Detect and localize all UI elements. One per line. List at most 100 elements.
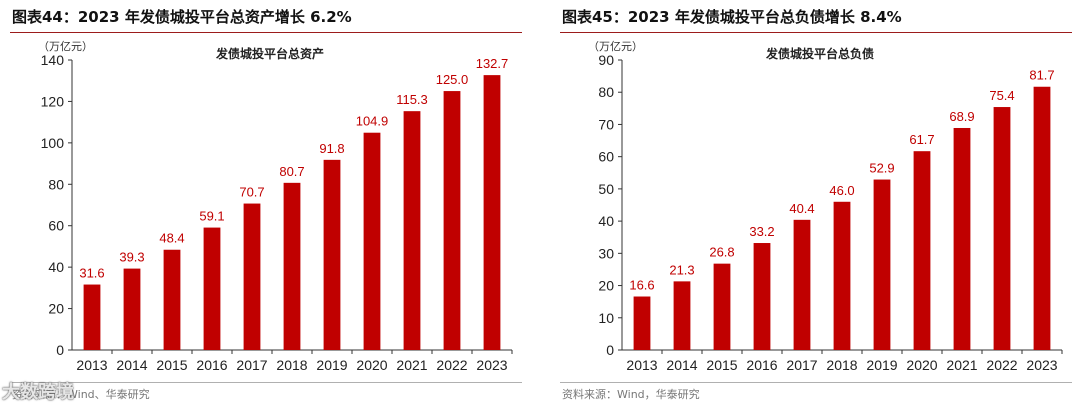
watermark: 大数跨境 [2,382,74,403]
bar-2015 [163,249,181,350]
x-tick-label: 2023 [1026,357,1057,373]
y-tick-label: 90 [598,52,614,68]
data-label-2021: 68.9 [949,109,974,124]
data-label-2022: 125.0 [436,72,469,87]
bar-2023 [1033,86,1051,350]
bar-2020 [363,132,381,350]
figure-title: 图表44：2023 年发债城投平台总资产增长 6.2% [12,8,352,26]
data-label-2013: 16.6 [629,278,654,293]
bar-2018 [283,182,301,350]
x-tick-label: 2014 [666,357,697,373]
x-tick-label: 2013 [626,357,657,373]
y-tick-label: 20 [48,301,64,317]
bar-2017 [243,203,261,350]
data-label-2018: 80.7 [279,164,304,179]
figure-title: 图表45：2023 年发债城投平台总负债增长 8.4% [562,8,902,26]
source-note: 资料来源：Wind，华泰研究 [562,388,700,401]
x-tick-label: 2014 [116,357,147,373]
x-tick-label: 2015 [706,357,737,373]
data-label-2023: 81.7 [1029,68,1054,83]
bar-2015 [713,263,731,350]
y-tick-label: 30 [598,245,614,261]
y-axis-unit: （万亿元） [588,40,643,53]
data-label-2015: 26.8 [709,245,734,260]
x-tick-label: 2019 [866,357,897,373]
data-label-2023: 132.7 [476,56,509,71]
data-label-2020: 104.9 [356,114,389,129]
title-divider [560,32,1072,33]
y-axis-unit: （万亿元） [38,40,93,53]
chart-panel-total-assets: 图表44：2023 年发债城投平台总资产增长 6.2% （万亿元） 发债城投平台… [0,0,530,410]
y-tick-label: 10 [598,310,614,326]
data-label-2017: 70.7 [239,185,264,200]
y-tick-label: 80 [598,84,614,100]
y-tick-label: 60 [48,218,64,234]
x-tick-label: 2017 [236,357,267,373]
bar-2020 [913,151,931,350]
x-tick-label: 2021 [946,357,977,373]
data-label-2021: 115.3 [396,92,428,107]
x-tick-label: 2016 [746,357,777,373]
bar-2013 [83,284,101,350]
x-tick-label: 2019 [316,357,347,373]
bar-2022 [443,91,461,351]
source-note: 资料来源：Wind、华泰研究 [12,388,150,401]
bar-2018 [833,201,851,350]
data-label-2015: 48.4 [159,231,184,246]
bar-2021 [953,127,971,350]
data-label-2022: 75.4 [989,88,1014,103]
y-tick-label: 0 [56,342,64,358]
y-tick-label: 80 [48,176,64,192]
chart-series-title: 发债城投平台总资产 [215,46,324,61]
bar-2019 [873,179,891,350]
x-tick-label: 2015 [156,357,187,373]
y-tick-label: 140 [41,52,65,68]
x-tick-label: 2013 [76,357,107,373]
x-tick-label: 2020 [356,357,387,373]
y-tick-label: 70 [598,116,614,132]
x-tick-label: 2018 [826,357,857,373]
data-label-2017: 40.4 [789,201,814,216]
bar-2014 [673,281,691,350]
chart-series-title: 发债城投平台总负债 [765,46,874,61]
bar-2016 [203,227,221,350]
data-label-2014: 21.3 [669,262,694,277]
x-tick-label: 2016 [196,357,227,373]
x-tick-label: 2017 [786,357,817,373]
x-tick-label: 2023 [476,357,507,373]
x-tick-label: 2022 [986,357,1017,373]
bar-chart-total-assets: （万亿元） 发债城投平台总资产 0 20 40 60 80 100 120 140 31.6 20… [38,40,513,373]
bar-2016 [753,243,771,350]
data-label-2016: 59.1 [199,209,224,224]
bar-2019 [323,159,341,350]
data-label-2019: 91.8 [319,141,344,156]
data-label-2013: 31.6 [79,266,104,281]
data-label-2020: 61.7 [909,132,934,147]
chart-panel-total-liabilities: 图表45：2023 年发债城投平台总负债增长 8.4% （万亿元） 发债城投平台… [550,0,1080,410]
y-tick-label: 50 [598,181,614,197]
bar-chart-total-liabilities: （万亿元） 发债城投平台总负债 0 10 20 30 40 50 60 70 80 90 16.6 2… [588,40,1063,373]
bar-2014 [123,268,141,350]
bar-2023 [483,75,501,350]
footer-divider [560,382,1072,383]
bar-2022 [993,107,1011,351]
y-tick-label: 120 [41,93,65,109]
x-tick-label: 2021 [396,357,427,373]
y-tick-label: 0 [606,342,614,358]
y-tick-label: 40 [48,259,64,275]
title-divider [10,32,522,33]
y-tick-label: 20 [598,278,614,294]
x-tick-label: 2022 [436,357,467,373]
x-tick-label: 2018 [276,357,307,373]
bar-2021 [403,111,421,351]
bar-2017 [793,219,811,350]
data-label-2018: 46.0 [829,183,854,198]
data-label-2016: 33.2 [749,224,774,239]
x-tick-label: 2020 [906,357,937,373]
y-tick-label: 60 [598,149,614,165]
footer-divider [10,382,522,383]
bar-2013 [633,296,651,350]
data-label-2014: 39.3 [119,250,144,265]
data-label-2019: 52.9 [869,161,894,176]
y-tick-label: 40 [598,213,614,229]
